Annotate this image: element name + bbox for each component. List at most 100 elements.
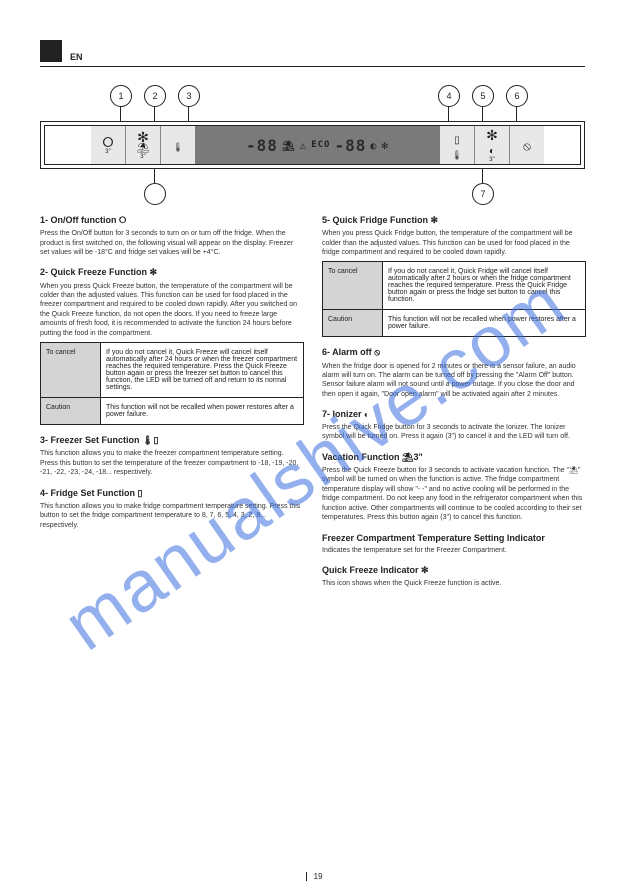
thermometer-icon <box>172 138 183 152</box>
page-num-text: 19 <box>314 872 323 881</box>
callout-line <box>482 105 483 121</box>
callout-line <box>188 105 189 121</box>
lcd-alarm-icon <box>300 139 308 152</box>
holiday-icon: ⛱3" <box>402 452 423 462</box>
right-buttons: 3" <box>440 126 544 164</box>
freezer-set-button[interactable] <box>161 126 195 164</box>
table-cell: Caution <box>323 310 383 336</box>
panel-inner: 3" 3" -88 ECO -88 <box>44 125 581 165</box>
callout-3: 3 <box>178 85 200 107</box>
page-content: EN 1 2 3 4 5 6 3" <box>40 40 585 589</box>
table-row: To cancel If you do not cancel it, Quick… <box>41 343 303 398</box>
snowflake-icon <box>486 128 498 142</box>
callout-6: 6 <box>506 85 528 107</box>
table-cell: This function will not be recalled when … <box>383 310 585 336</box>
thermometer-icon <box>451 146 462 160</box>
bulb-icon: ◐ <box>364 410 369 420</box>
right-column: 5- Quick Fridge Function ✻ When you pres… <box>322 205 584 589</box>
table-cell: To cancel <box>41 343 101 397</box>
lcd-display: -88 ECO -88 <box>195 126 440 164</box>
qf-ind-title: Quick Freeze Indicator <box>322 565 419 575</box>
sec4-title: 4- Fridge Set Function <box>40 488 135 498</box>
quick-freeze-button[interactable]: 3" <box>126 126 161 164</box>
mute-icon: ⦸ <box>374 348 380 358</box>
callout-bottom-left <box>144 183 166 205</box>
fridge-icon: ▯ <box>138 488 143 498</box>
section-text: When the fridge door is opened for 2 min… <box>322 362 584 400</box>
lcd-bulb-icon <box>370 139 377 152</box>
control-panel-area: 1 2 3 4 5 6 3" 3" <box>40 85 585 205</box>
callout-line <box>482 169 483 183</box>
fridge-set-button[interactable] <box>440 126 475 164</box>
callout-1: 1 <box>110 85 132 107</box>
body: 1- On/Off function ⭘ Press the On/Off bu… <box>40 205 585 589</box>
section-title: 2- Quick Freeze Function ✻ <box>40 267 302 278</box>
section-title: Quick Freeze Indicator ✻ <box>322 565 584 576</box>
section-text: Indicates the temperature set for the Fr… <box>322 546 584 555</box>
table-cell: To cancel <box>323 262 383 309</box>
sec2-title: 2- Quick Freeze Function <box>40 267 147 277</box>
header-title: EN <box>70 52 83 62</box>
mute-icon <box>523 138 531 152</box>
section-title: Freezer Compartment Temperature Setting … <box>322 533 584 543</box>
thermometer-icon: 🌡▯ <box>142 435 158 445</box>
callout-line <box>448 105 449 121</box>
power-icon <box>102 135 113 149</box>
section-title: Vacation Function ⛱3" <box>322 452 584 463</box>
table-cell: If you do not cancel it, Quick Fridge wi… <box>383 262 585 309</box>
callout-line <box>154 169 155 183</box>
left-column: 1- On/Off function ⭘ Press the On/Off bu… <box>40 205 302 589</box>
section-title: 3- Freezer Set Function 🌡▯ <box>40 435 302 446</box>
info-table: To cancel If you do not cancel it, Quick… <box>40 342 304 425</box>
power-sub: 3" <box>105 149 110 155</box>
sec5-title: 5- Quick Fridge Function <box>322 215 428 225</box>
lcd-left: -88 <box>246 136 278 155</box>
table-cell: This function will not be recalled when … <box>101 398 303 424</box>
section-title: 1- On/Off function ⭘ <box>40 215 302 226</box>
fridge-icon <box>454 131 460 146</box>
callout-line <box>120 105 121 121</box>
section-text: Press the Quick Fridge button for 3 seco… <box>322 423 584 442</box>
snowflake-icon: ✻ <box>431 215 439 225</box>
sec3-title: 3- Freezer Set Function <box>40 435 140 445</box>
callout-2: 2 <box>144 85 166 107</box>
section-title: 5- Quick Fridge Function ✻ <box>322 215 584 226</box>
control-panel: 3" 3" -88 ECO -88 <box>40 121 585 169</box>
holiday-sub: 3" <box>140 154 145 160</box>
section-text: This function allows you to make the fre… <box>40 449 302 477</box>
section-title: 4- Fridge Set Function ▯ <box>40 488 302 499</box>
section-title: 7- Ionizer ◐ <box>322 409 584 420</box>
sec8-title: Vacation Function <box>322 452 400 462</box>
section-text: This icon shows when the Quick Freeze fu… <box>322 579 584 588</box>
callout-5: 5 <box>472 85 494 107</box>
sec1-title: 1- On/Off function <box>40 215 117 225</box>
header-box <box>40 40 62 62</box>
header: EN <box>40 40 585 62</box>
lcd-snow-icon <box>381 139 389 152</box>
section-text: When you press Quick Freeze button, the … <box>40 282 302 339</box>
info-table: To cancel If you do not cancel it, Quick… <box>322 261 586 337</box>
lcd-eco: ECO <box>311 140 330 150</box>
table-row: Caution This function will not be recall… <box>41 398 303 424</box>
ion-sub: 3" <box>489 157 494 163</box>
sec6-title: 6- Alarm off <box>322 347 372 357</box>
section-text: This function allows you to make fridge … <box>40 502 302 530</box>
page-num-divider <box>306 872 307 881</box>
table-cell: If you do not cancel it, Quick Freeze wi… <box>101 343 303 397</box>
lcd-right: -88 <box>334 136 366 155</box>
power-button[interactable]: 3" <box>91 126 126 164</box>
power-icon: ⭘ <box>119 215 126 225</box>
left-buttons: 3" 3" <box>91 126 195 164</box>
section-title: 6- Alarm off ⦸ <box>322 347 584 358</box>
table-cell: Caution <box>41 398 101 424</box>
bulb-icon <box>489 142 495 157</box>
page-number: 19 <box>0 872 629 881</box>
table-row: To cancel If you do not cancel it, Quick… <box>323 262 585 310</box>
callout-line <box>154 105 155 121</box>
alarm-off-button[interactable] <box>510 126 544 164</box>
snowflake-icon: ✻ <box>150 268 158 278</box>
callout-7: 7 <box>472 183 494 205</box>
section-text: Press the On/Off button for 3 seconds to… <box>40 229 302 257</box>
snowflake-icon <box>137 130 149 144</box>
quick-fridge-button[interactable]: 3" <box>475 126 510 164</box>
